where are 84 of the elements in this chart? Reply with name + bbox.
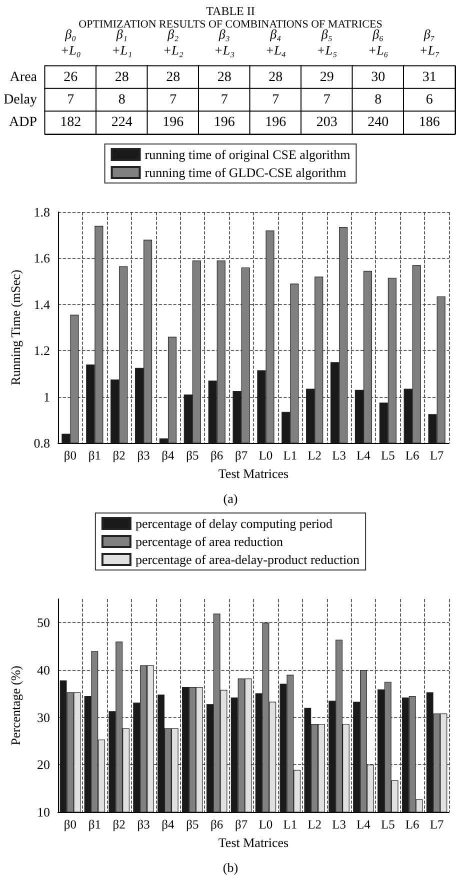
x-tick-label: L0 — [258, 818, 273, 832]
data-label: 7 — [220, 92, 228, 108]
data-label: 196 — [162, 115, 184, 130]
data-label: 182 — [60, 115, 82, 130]
y-tick-label: 30 — [37, 710, 50, 725]
y-tick-label: Delay — [4, 92, 37, 108]
legend-label: percentage of delay computing period — [135, 516, 334, 531]
data-label: 224 — [111, 115, 132, 130]
x-tick-label: L3 — [332, 448, 346, 462]
data-label: 28 — [114, 70, 129, 85]
x-tick-label: L2 — [308, 818, 322, 832]
x-tick-label: β5 — [186, 448, 199, 462]
x-tick-label: L3 — [332, 818, 346, 832]
data-label: 196 — [214, 115, 235, 130]
data-label: 7 — [67, 92, 74, 108]
data-label: 30 — [371, 70, 386, 85]
x-tick-label: β6 — [210, 818, 224, 832]
x-tick-label: β4 — [162, 818, 176, 832]
x-tick-label: L6 — [405, 818, 420, 832]
y-axis-title: Running Time (mSec) — [8, 270, 23, 386]
y-tick-label: 50 — [37, 615, 50, 630]
x-tick-label: β3 — [137, 818, 150, 832]
data-label: 7 — [170, 92, 177, 108]
y-tick-label: 1.6 — [34, 250, 50, 266]
data-label: 31 — [422, 70, 436, 85]
data-label: 28 — [268, 70, 283, 85]
x-tick-label: β2 — [112, 818, 126, 832]
legend-label: running time of original CSE algorithm — [144, 147, 350, 162]
text: (a) — [223, 491, 238, 506]
data-label: 29 — [320, 70, 334, 85]
y-tick-label: 10 — [37, 804, 50, 820]
x-tick-label: β7 — [234, 818, 248, 832]
y-axis-title: Percentage (%) — [8, 666, 23, 746]
x-tick-label: β0 — [64, 448, 77, 462]
x-axis-title: Test Matrices — [218, 835, 289, 850]
legend-label: percentage of area reduction — [135, 534, 284, 549]
legend-label: running time of GLDC-CSE algorithm — [144, 165, 346, 180]
x-tick-label: L0 — [258, 448, 273, 462]
y-tick-label: 20 — [37, 757, 50, 772]
x-tick-label: L4 — [356, 448, 372, 462]
x-tick-label: L1 — [283, 448, 298, 462]
data-label: 196 — [265, 115, 286, 130]
legend-label: percentage of area-delay-product reduction — [135, 552, 360, 567]
data-label: 7 — [323, 92, 330, 108]
y-tick-label: 1.8 — [34, 204, 50, 220]
y-tick-label: Area — [10, 70, 38, 85]
data-label: 203 — [316, 115, 338, 130]
data-label: 8 — [118, 92, 126, 108]
y-tick-label: 0.8 — [34, 436, 50, 450]
x-tick-label: β1 — [88, 818, 101, 832]
x-tick-label: β6 — [210, 448, 224, 462]
y-tick-label: 1.2 — [34, 343, 50, 358]
data-label: 240 — [368, 115, 389, 130]
x-tick-label: β1 — [88, 448, 101, 462]
data-label: 26 — [64, 70, 78, 85]
data-label: 28 — [217, 70, 232, 85]
x-axis-title: Test Matrices — [218, 466, 289, 481]
data-label: 6 — [426, 92, 433, 108]
x-tick-label: β7 — [234, 448, 248, 462]
x-tick-label: L4 — [356, 818, 372, 832]
x-tick-label: β0 — [64, 818, 77, 832]
data-label: 186 — [418, 115, 440, 130]
data-label: 8 — [374, 92, 382, 108]
x-tick-label: β3 — [137, 448, 150, 462]
y-tick-label: ADP — [8, 115, 38, 130]
data-label: 28 — [166, 70, 180, 85]
y-tick-label: 1.4 — [34, 296, 50, 312]
x-tick-label: β4 — [162, 448, 176, 462]
x-tick-label: β5 — [186, 818, 199, 832]
x-tick-label: L5 — [380, 818, 395, 832]
x-tick-label: L7 — [430, 448, 444, 462]
x-tick-label: L5 — [380, 448, 395, 462]
chart-title: TABLE II — [206, 4, 255, 18]
x-tick-label: β₇ +L₇ — [419, 26, 440, 58]
x-tick-label: L7 — [430, 818, 444, 832]
y-tick-label: 40 — [37, 662, 50, 678]
text: (b) — [222, 860, 238, 875]
y-tick-label: 1 — [44, 389, 50, 404]
x-tick-label: L1 — [283, 818, 298, 832]
data-label: 7 — [272, 92, 280, 108]
x-tick-label: L6 — [405, 448, 420, 462]
x-tick-label: β₀ +L₀ — [60, 26, 81, 58]
x-tick-label: β2 — [112, 448, 126, 462]
x-tick-label: L2 — [308, 448, 322, 462]
